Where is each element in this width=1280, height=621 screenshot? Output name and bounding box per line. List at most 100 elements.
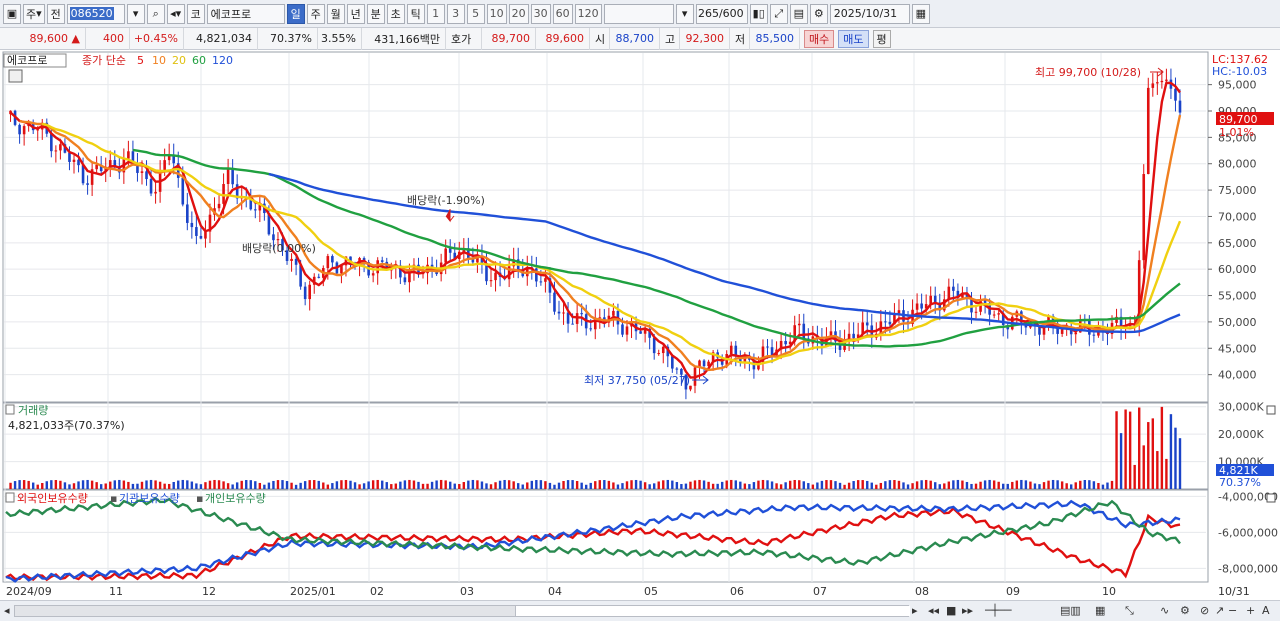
candle-body (652, 337, 656, 354)
candle-body (838, 341, 842, 350)
period-tab-tick[interactable]: 틱 (406, 3, 425, 24)
volume-ratio: 70.37% (258, 27, 318, 50)
volume-bar (757, 480, 760, 489)
volume-bar (81, 480, 85, 489)
interval-120[interactable]: 120 (574, 3, 602, 24)
volume-bar (784, 482, 787, 489)
candle-type-icon[interactable]: ▮▯ (749, 3, 768, 24)
volume-bar (36, 484, 39, 489)
date-input[interactable]: 2025/10/31 (829, 3, 910, 24)
prev-button[interactable]: 전 (46, 3, 65, 24)
scroll-right-icon[interactable]: ▸ (912, 604, 918, 617)
volume-bar (181, 479, 184, 489)
volume-bar (99, 484, 103, 489)
sell-button[interactable]: 매도 (838, 29, 869, 48)
layout-icon[interactable]: ▤▥ (1060, 604, 1081, 617)
rewind-icon[interactable]: ◂◂ (928, 604, 940, 617)
period-tab-second[interactable]: 초 (386, 3, 405, 24)
candle-body (992, 314, 996, 316)
candle-body (539, 281, 543, 283)
period-tab-year[interactable]: 년 (346, 3, 365, 24)
trendline-icon[interactable]: ⤢ (769, 3, 788, 24)
chart-area[interactable]: 95,000 90,000 85,000 80,000 75,000 70,000 65,0… (0, 51, 1280, 601)
volume-bar (208, 480, 212, 489)
candle-body (829, 331, 833, 339)
interval-dropdown-icon[interactable]: ▾ (675, 3, 694, 24)
gear-icon[interactable]: ⚙ (809, 3, 828, 24)
interval-1[interactable]: 1 (426, 3, 445, 24)
x-tick-label: 07 (813, 585, 827, 598)
line-icon[interactable]: ↗ (1215, 604, 1225, 617)
stock-code-input[interactable]: 086520 (66, 3, 125, 24)
scroll-thumb[interactable] (515, 606, 910, 616)
calendar-icon[interactable]: ▦ (911, 3, 930, 24)
candle-body (956, 290, 960, 298)
volume-bar (217, 480, 221, 489)
interval-30[interactable]: 30 (530, 3, 551, 24)
volume-bar (31, 482, 35, 489)
interval-10[interactable]: 10 (486, 3, 507, 24)
candle-body (1165, 79, 1168, 81)
volume-bar (924, 479, 928, 489)
period-tab-minute[interactable]: 분 (366, 3, 385, 24)
volume-bar (616, 484, 620, 489)
volume-bar (285, 481, 289, 489)
scroll-track[interactable] (14, 605, 910, 617)
save-icon[interactable]: ▤ (789, 3, 808, 24)
candle-body (924, 304, 928, 309)
link-icon[interactable]: ⊘ (1200, 604, 1210, 617)
candle-body (571, 323, 574, 325)
candle-body (512, 259, 515, 267)
buy-button[interactable]: 매수 (804, 29, 835, 48)
candle-body (942, 299, 946, 311)
volume-bar (811, 484, 815, 489)
play-icon[interactable]: ▸▸ (962, 604, 974, 617)
candle-body (929, 295, 932, 305)
code-dropdown-icon[interactable]: ▾ (126, 3, 145, 24)
scroll-left-icon[interactable]: ◂ (4, 604, 10, 617)
stock-chart[interactable]: 95,00090,00085,00080,00075,00070,00065,0… (0, 51, 1280, 601)
sound-icon[interactable]: ◂▾ (166, 3, 185, 24)
volume-bar (1128, 411, 1132, 489)
period-tab-day[interactable]: 일 (286, 3, 305, 24)
interval-20[interactable]: 20 (508, 3, 529, 24)
volume-panel-icon[interactable] (5, 404, 15, 415)
candle-body (915, 303, 919, 310)
volume-bar (992, 480, 996, 489)
stop-icon[interactable]: ■ (946, 604, 957, 617)
window-icon[interactable]: ▣ (3, 3, 21, 24)
candle-body (802, 323, 806, 339)
candle-body (707, 361, 710, 367)
volume-panel-frame (2, 402, 1209, 490)
font-size-icon[interactable]: A (1262, 604, 1270, 617)
eval-button[interactable]: 평 (872, 29, 891, 48)
period-tab-week[interactable]: 주 (306, 3, 325, 24)
period-tab-month[interactable]: 월 (326, 3, 345, 24)
draw-icon[interactable]: ∿ (1160, 604, 1170, 617)
zoom-out-icon[interactable]: − (1228, 604, 1238, 617)
volume-bar (77, 481, 80, 489)
interval-60[interactable]: 60 (552, 3, 573, 24)
candle-body (856, 334, 860, 339)
print-icon[interactable]: ▦ (1095, 604, 1106, 617)
interval-3[interactable]: 3 (446, 3, 465, 24)
interval-5[interactable]: 5 (466, 3, 485, 24)
volume-bar (1042, 482, 1046, 489)
settings-icon[interactable]: ⚙ (1180, 604, 1190, 617)
high-annotation: 최고 99,700 (10/28) (1035, 66, 1141, 79)
holding-panel-close-icon[interactable] (1266, 493, 1276, 503)
table-toggle-icon[interactable] (8, 69, 23, 83)
interval-custom-input[interactable] (603, 3, 674, 24)
holding-tick-label: -4,000,000 (1218, 490, 1278, 503)
volume-bar (675, 482, 679, 489)
zoom-slider-icon[interactable]: ─┼── (985, 604, 1012, 617)
zoom-in-icon[interactable]: + (1246, 604, 1256, 617)
search-icon[interactable]: ⌕ (146, 3, 165, 24)
market-type-select[interactable]: 주 ▾ (23, 3, 45, 24)
data-count-input[interactable]: 265/600 (695, 3, 748, 24)
volume-bar (254, 481, 257, 489)
candle-body (312, 276, 316, 285)
volume-panel-close-icon[interactable] (1266, 405, 1276, 415)
tool-icon[interactable]: ⤡ (1125, 604, 1134, 617)
holding-panel-icon[interactable] (5, 492, 15, 503)
